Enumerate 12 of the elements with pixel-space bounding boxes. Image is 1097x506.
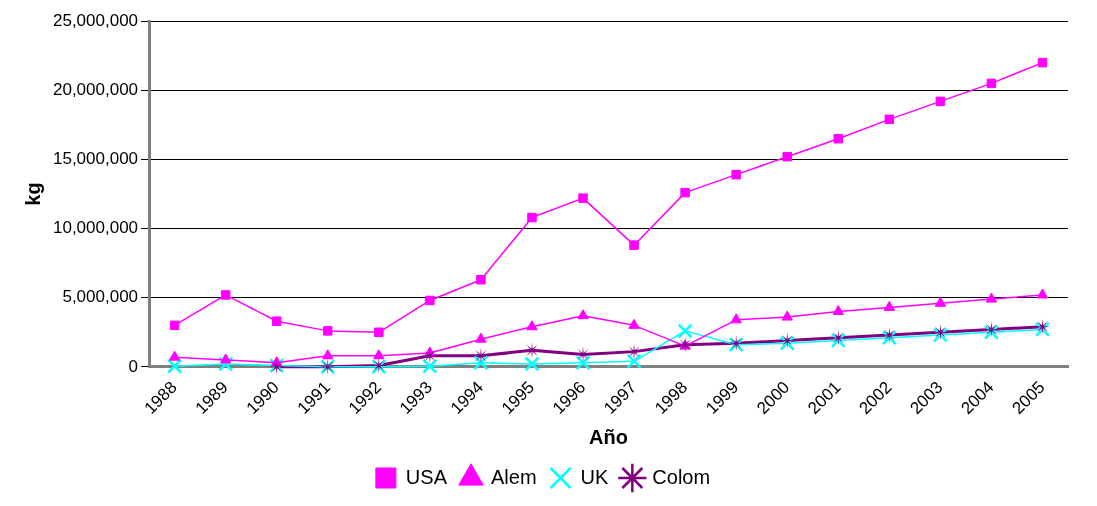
y-tick-label: 10,000,000	[52, 218, 139, 238]
x-axis-title: Año	[589, 425, 628, 448]
y-tick-label: 0	[128, 356, 139, 376]
y-axis-title: kg	[21, 182, 44, 206]
legend-label: UK	[580, 465, 609, 488]
y-tick-label: 25,000,000	[52, 10, 139, 30]
y-tick-label: 5,000,000	[62, 287, 139, 307]
y-tick-label: 20,000,000	[52, 80, 139, 100]
y-tick-label: 15,000,000	[52, 149, 139, 169]
legend-label: Colom	[652, 465, 711, 488]
legend-label: USA	[405, 465, 448, 488]
legend-label: Alem	[490, 465, 537, 488]
